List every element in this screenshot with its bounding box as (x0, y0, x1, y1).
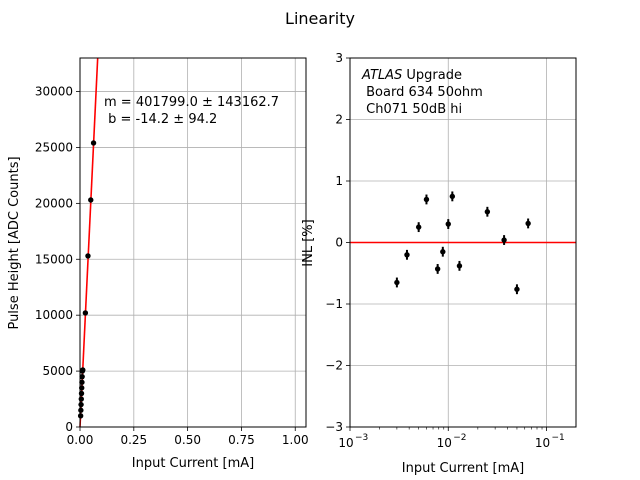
right-y-tick-label: 0 (335, 236, 343, 250)
right-data-point (525, 220, 531, 227)
right-y-axis-label: INL [%] (301, 219, 316, 266)
left-y-tick-label: 30000 (35, 85, 73, 99)
left-x-tick-label: 0.25 (120, 433, 147, 447)
left-data-point (79, 373, 85, 380)
right-x-tick-label: 10 (437, 436, 452, 450)
left-x-tick-label: 0.00 (67, 433, 94, 447)
right-y-tick-label: 2 (335, 113, 343, 127)
right-data-point (434, 266, 441, 272)
right-x-tick-label: 10 (338, 436, 353, 450)
left-y-tick-label: 5000 (42, 364, 73, 378)
left-ticks: 0.00 0.25 0.50 0.75 1.00 0 5000 10000 15000 20000… (35, 85, 309, 447)
left-data-point (90, 140, 97, 146)
left-y-tick-label: 0 (65, 420, 73, 434)
left-data-point (82, 310, 89, 316)
right-y-tick-label: 1 (335, 174, 343, 188)
left-data-point (78, 407, 84, 413)
left-data-point (80, 367, 86, 373)
right-x-tick-exponent: −1 (552, 433, 565, 443)
right-x-tick-exponent: −2 (453, 433, 466, 443)
figure-title: Linearity (285, 9, 355, 28)
right-data-point (501, 237, 507, 243)
right-data-point (423, 196, 430, 203)
atlas-label: ATLAS (361, 68, 402, 83)
right-data-point (440, 249, 446, 255)
board-annotation: Board 634 50ohm (362, 85, 483, 100)
left-x-tick-label: 0.75 (228, 433, 255, 447)
left-data-point (77, 413, 84, 419)
fit-slope-annotation: m = 401799.0 ± 143162.7 (104, 95, 279, 110)
right-x-tick-label: 10 (535, 436, 550, 450)
right-data-point (456, 263, 463, 269)
channel-annotation: Ch071 50dB hi (362, 102, 462, 117)
left-y-tick-label: 25000 (35, 140, 73, 154)
right-y-tick-label: 3 (335, 51, 343, 65)
left-y-axis-label: Pulse Height [ADC Counts] (7, 156, 22, 329)
left-y-tick-label: 15000 (35, 252, 73, 266)
right-x-tick-exponent: −3 (355, 433, 368, 443)
right-data-point (404, 252, 410, 258)
left-fit-line-group (79, 57, 99, 428)
fit-intercept-annotation: b = -14.2 ± 94.2 (104, 112, 217, 127)
atlas-annotation-line-1: ATLAS Upgrade (361, 68, 462, 83)
left-x-tick-label: 0.50 (174, 433, 201, 447)
left-y-tick-label: 20000 (35, 196, 73, 210)
left-data-point (79, 379, 85, 385)
left-fit-line (79, 57, 99, 428)
right-y-tick-label: −3 (325, 420, 343, 434)
right-data-point (484, 209, 491, 215)
right-data-point (449, 193, 456, 200)
right-data-point (394, 279, 400, 286)
right-data-point (445, 221, 451, 227)
right-data-points (394, 191, 531, 295)
left-data-point (78, 396, 84, 402)
right-y-tick-label: −1 (325, 297, 343, 311)
left-data-point (85, 253, 91, 259)
right-y-tick-label: −2 (325, 359, 343, 373)
left-data-point (88, 197, 94, 203)
left-y-tick-label: 10000 (35, 308, 73, 322)
left-plot: 0.00 0.25 0.50 0.75 1.00 0 5000 10000 15000 20000… (7, 57, 309, 471)
left-x-axis-label: Input Current [mA] (132, 456, 254, 471)
right-data-point (415, 224, 422, 230)
left-x-tick-label: 1.00 (282, 433, 309, 447)
left-axes-frame (79, 57, 307, 428)
right-data-point (514, 286, 520, 292)
right-x-axis-label: Input Current [mA] (402, 461, 524, 476)
left-data-point (78, 401, 84, 408)
upgrade-label: Upgrade (402, 68, 462, 83)
